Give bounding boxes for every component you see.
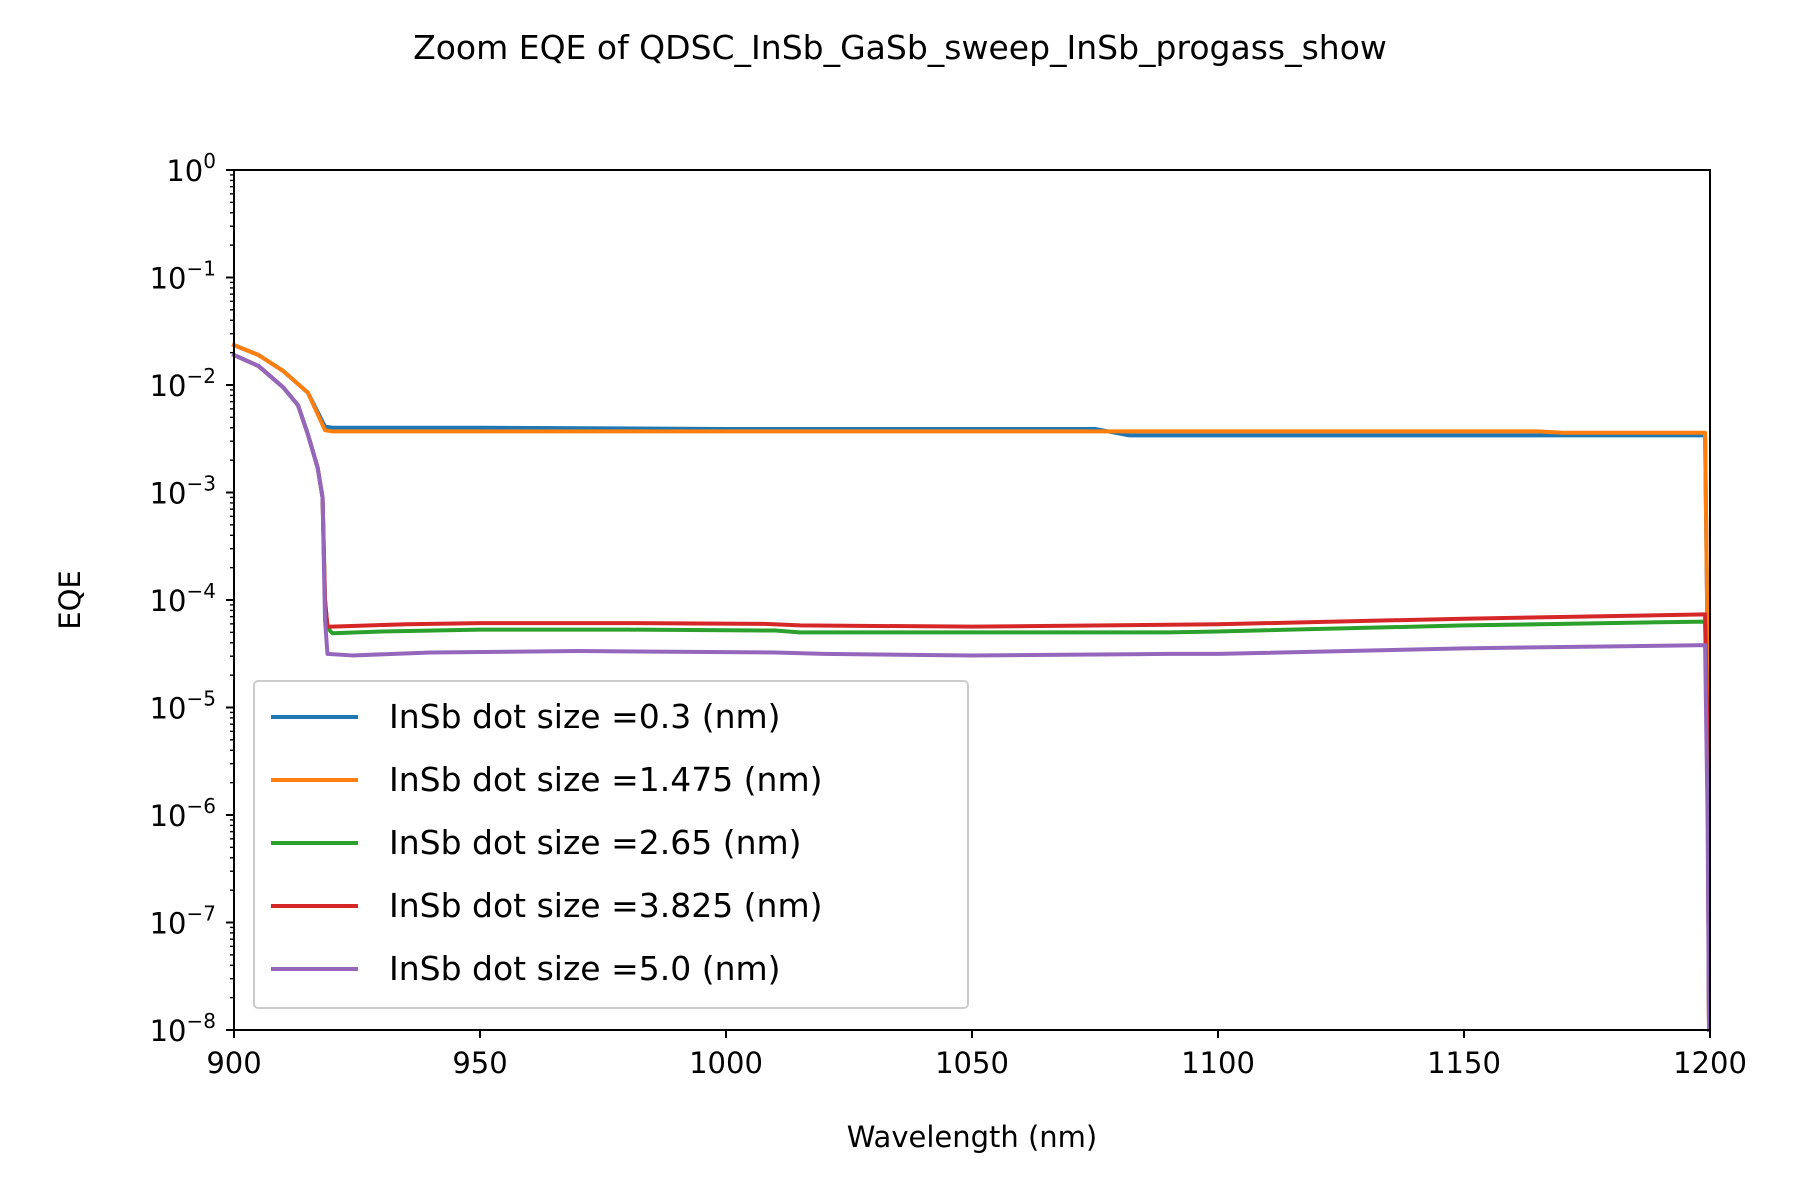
y-tick-label: 100 — [166, 149, 216, 188]
y-axis-label: EQE — [53, 570, 87, 629]
legend: InSb dot size =0.3 (nm) InSb dot size =1.… — [253, 680, 969, 1009]
x-tick-label: 950 — [452, 1046, 507, 1080]
x-tick-label: 1000 — [689, 1046, 763, 1080]
x-tick-label: 1100 — [1181, 1046, 1255, 1080]
legend-label-4: InSb dot size =5.0 (nm) — [389, 949, 781, 988]
plot-frame — [233, 169, 1711, 1031]
y-tick-label: 10−3 — [150, 472, 216, 511]
legend-label-1: InSb dot size =1.475 (nm) — [389, 760, 823, 799]
x-axis-label: Wavelength (nm) — [847, 1120, 1098, 1154]
y-tick-label: 10−5 — [150, 687, 216, 726]
legend-box — [253, 680, 969, 1009]
x-tick-label: 900 — [206, 1046, 261, 1080]
series-layer — [231, 342, 1712, 1033]
y-tick-label: 10−4 — [150, 579, 216, 618]
legend-label-0: InSb dot size =0.3 (nm) — [389, 697, 781, 736]
chart-title: Zoom EQE of QDSC_InSb_GaSb_sweep_InSb_pr… — [413, 28, 1387, 67]
y-tick-label: 10−6 — [150, 794, 216, 833]
tick-layer: 900 950 1000 1050 1100 1150 1200 100 10−1 10−2 10−… — [150, 149, 1747, 1080]
y-tick-label: 10−7 — [150, 902, 216, 941]
x-tick-label: 1200 — [1673, 1046, 1747, 1080]
y-tick-label: 10−1 — [150, 257, 216, 296]
series-line-1 — [231, 342, 1712, 1033]
legend-label-2: InSb dot size =2.65 (nm) — [389, 823, 802, 862]
series-line-4 — [231, 352, 1712, 1033]
x-tick-label: 1050 — [935, 1046, 1009, 1080]
x-tick-label: 1150 — [1427, 1046, 1501, 1080]
y-tick-label: 10−8 — [150, 1009, 216, 1048]
legend-label-3: InSb dot size =3.825 (nm) — [389, 886, 823, 925]
y-tick-label: 10−2 — [150, 364, 216, 403]
